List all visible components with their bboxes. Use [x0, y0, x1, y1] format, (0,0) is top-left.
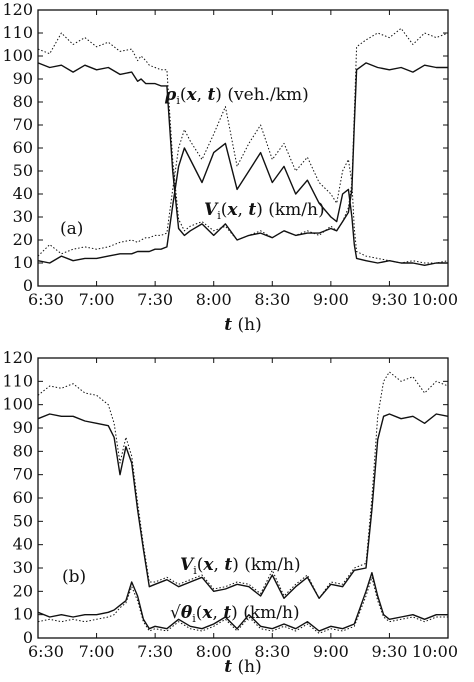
x-tick-label: 10:00: [412, 290, 458, 309]
panel-label: (b): [62, 567, 86, 587]
y-tick-label: 80: [13, 441, 33, 460]
y-tick-label: 50: [13, 161, 33, 180]
y-tick-label: 10: [13, 605, 33, 624]
y-tick-label: 30: [13, 558, 33, 577]
y-tick-label: 60: [13, 488, 33, 507]
solid-series-line-2: [37, 142, 448, 266]
y-tick-label: 10: [13, 253, 33, 272]
x-tick-label: 7:30: [137, 290, 173, 309]
x-tick-label: 9:30: [371, 642, 407, 661]
dotted-series-line-3: [37, 576, 448, 634]
y-tick-label: 50: [13, 511, 33, 530]
x-tick-label: 7:00: [79, 642, 115, 661]
y-tick-label: 70: [13, 465, 33, 484]
y-tick-label: 110: [2, 23, 33, 42]
solid-series-line-0: [37, 413, 449, 599]
y-tick-label: 90: [13, 69, 33, 88]
y-tick-label: 30: [13, 207, 33, 226]
dotted-series-line-3: [37, 106, 449, 264]
y-tick-label: 20: [13, 581, 33, 600]
x-tick-label: 8:00: [196, 290, 232, 309]
speed-annotation: Vi(x, t) (km/h): [180, 555, 301, 577]
x-tick-label: 9:00: [313, 290, 349, 309]
y-tick-label: 100: [2, 395, 33, 414]
x-tick-label: 8:30: [254, 642, 290, 661]
y-tick-label: 120: [2, 0, 33, 19]
x-axis: 6:30 7:00 7:30 8:00 8:30 9:00 9:30 10:00: [28, 10, 458, 309]
solid-series-line-2: [37, 572, 448, 632]
y-tick-label: 40: [13, 535, 33, 554]
y-axis: 0 10 20 30 40 50 60 70 80 90 100 110 120: [2, 0, 448, 295]
y-tick-label: 90: [13, 418, 33, 437]
y-tick-label: 0: [23, 276, 33, 295]
x-tick-label: 6:30: [28, 642, 64, 661]
panel-label: (a): [60, 219, 83, 239]
x-axis-label: t (h): [224, 657, 261, 677]
y-tick-label: 40: [13, 184, 33, 203]
y-tick-label: 70: [13, 115, 33, 134]
x-tick-label: 9:00: [313, 642, 349, 661]
x-tick-label: 9:30: [371, 290, 407, 309]
y-tick-label: 120: [2, 348, 33, 367]
x-tick-label: 8:30: [254, 290, 290, 309]
dotted-series-line-1: [37, 27, 449, 241]
series-lines: [37, 27, 449, 266]
panel-b: 0 10 20 30 40 50 60 70 80 90 100 110 120 6:30 7:00 7:3…: [2, 348, 458, 677]
x-tick-label: 6:30: [28, 290, 64, 309]
speed-annotation: Vi(x, t) (km/h): [204, 200, 325, 222]
solid-series-line-0: [37, 62, 448, 241]
panel-a: 0 10 20 30 40 50 60 70 80 90 100 110 120 6:30 7:00 7:3…: [2, 0, 458, 335]
y-tick-label: 80: [13, 92, 33, 111]
y-tick-label: 110: [2, 371, 33, 390]
series-lines: [37, 371, 449, 634]
x-tick-label: 10:00: [412, 642, 458, 661]
y-tick-label: 60: [13, 138, 33, 157]
y-tick-label: 100: [2, 46, 33, 65]
plot-frame: [37, 9, 449, 287]
plot-frame: [37, 357, 449, 639]
x-axis: 6:30 7:00 7:30 8:00 8:30 9:00 9:30 10:00: [28, 358, 458, 661]
y-tick-label: 20: [13, 230, 33, 249]
density-annotation: ρi(x, t) (veh./km): [164, 85, 309, 107]
dotted-series-line-1: [37, 371, 449, 599]
x-tick-label: 7:00: [79, 290, 115, 309]
variance-annotation: √θi(x, t) (km/h): [170, 603, 300, 625]
y-tick-label: 0: [23, 628, 33, 647]
y-axis: 0 10 20 30 40 50 60 70 80 90 100 110 120: [2, 348, 448, 647]
x-tick-label: 8:00: [196, 642, 232, 661]
x-tick-label: 7:30: [137, 642, 173, 661]
x-axis-label: t (h): [224, 315, 261, 335]
